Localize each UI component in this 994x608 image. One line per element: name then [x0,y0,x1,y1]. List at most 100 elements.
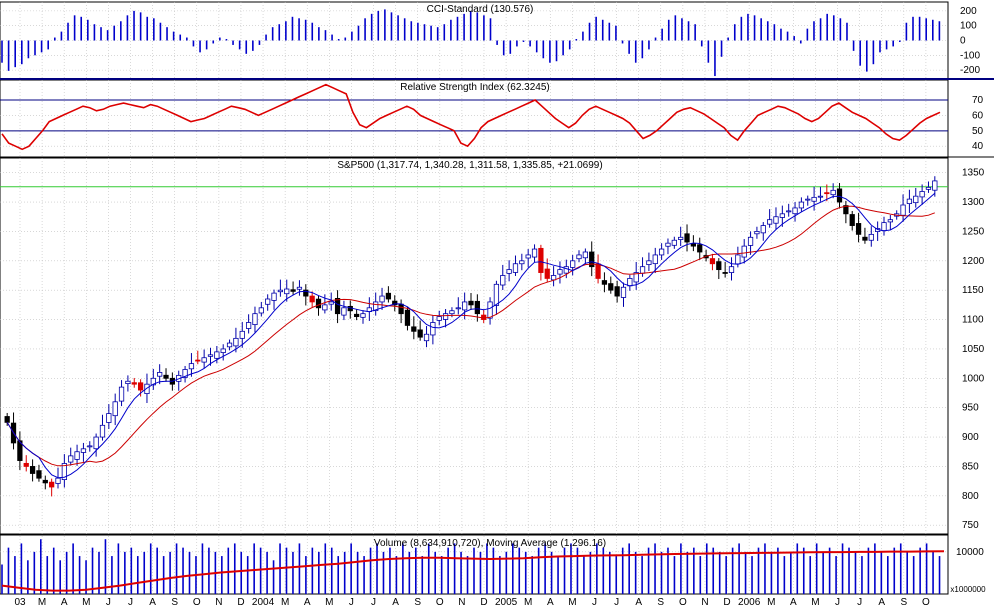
candle-body [309,295,315,303]
candle-body [23,462,29,467]
price-panel [0,176,948,497]
candle-body [582,251,588,259]
x-tick-label: N [701,597,708,608]
volume-tick-label: 10000 [956,547,984,558]
x-tick-label: M [38,597,46,608]
candle-body [671,239,677,246]
x-tick-label: A [392,597,399,608]
candle-body [474,300,480,315]
candle-body [360,313,366,318]
price-tick-label: 950 [962,403,979,414]
candle-body [87,445,93,448]
price-tick-label: 1150 [962,285,984,296]
candle-body [493,283,500,306]
candle-body [163,374,169,379]
x-tick-label: S [657,597,664,608]
candle-body [201,357,207,363]
candle-body [118,386,125,402]
candle-body [658,248,665,256]
x-tick-label: O [193,597,201,608]
candle-body [341,307,347,316]
x-tick-label: M [325,597,333,608]
price-tick-label: 900 [962,432,979,443]
candle-body [239,330,245,339]
candle-body [455,307,461,310]
candle-body [798,201,805,209]
ma-short-line [6,192,936,479]
candle-body [830,189,836,196]
cci-tick-label: 200 [960,6,977,17]
candle-body [900,204,906,216]
candle-body [125,380,131,384]
candle-body [322,304,328,311]
candle-body [220,348,226,353]
x-tick-label: M [568,597,576,608]
x-tick-label: M [281,597,289,608]
candle-body [277,289,284,293]
candle-body [226,342,233,348]
candle-body [697,244,703,253]
candle-body [919,191,925,198]
candle-body [716,261,722,271]
x-tick-label: J [592,597,597,608]
candle-body [442,313,449,320]
candle-body [627,278,633,287]
x-tick-label: N [458,597,465,608]
candle-body [245,322,252,329]
candle-body [385,292,392,300]
candle-body [214,351,220,359]
candle-body [824,192,830,195]
candle-body [487,301,493,319]
candle-body [99,424,106,438]
candle-body [468,300,474,306]
candle-body [195,359,201,362]
candle-body [601,280,608,285]
candle-body [131,382,137,385]
candle-body [906,198,913,204]
candle-body [265,298,271,305]
candle-body [4,416,10,423]
candle-body [252,313,258,326]
x-tick-label: A [304,597,311,608]
candle-body [639,266,646,274]
candle-body [855,223,862,235]
candle-body [36,470,42,479]
candle-body [137,382,144,391]
candle-body [728,266,735,273]
x-tick-label: S [414,597,421,608]
x-tick-label: O [679,597,687,608]
price-tick-label: 850 [962,461,979,472]
x-tick-label: 2005 [495,597,518,608]
candle-body [805,198,811,201]
x-tick-label: D [237,597,244,608]
rsi-tick-label: 40 [972,141,984,152]
candle-body [754,231,760,235]
x-tick-label: J [835,597,840,608]
candle-body [570,260,576,268]
candle-body [608,283,614,291]
candle-body [157,372,163,377]
x-tick-label: J [106,597,111,608]
candle-body [512,263,519,273]
candle-body [563,266,569,274]
candle-body [42,479,48,484]
x-tick-label: M [82,597,90,608]
candle-body [29,466,36,474]
candle-body [652,254,658,265]
candle-body [449,310,455,315]
candle-body [354,313,360,318]
candle-body [150,377,156,386]
candle-body [544,268,550,279]
x-tick-label: A [878,597,885,608]
x-tick-label: J [614,597,619,608]
price-title: S&P500 (1,317.74, 1,340.28, 1,311.58, 1,… [337,160,602,171]
candle-body [112,401,118,417]
candle-body [862,236,868,241]
candle-body [258,307,264,314]
rsi-panel [0,83,948,151]
candle-body [315,298,322,309]
price-tick-label: 1050 [962,344,985,355]
candle-body [61,463,67,480]
price-tick-label: 1300 [962,197,985,208]
volume-title: Volume (8,634,910,720), Moving Average (… [374,538,606,549]
